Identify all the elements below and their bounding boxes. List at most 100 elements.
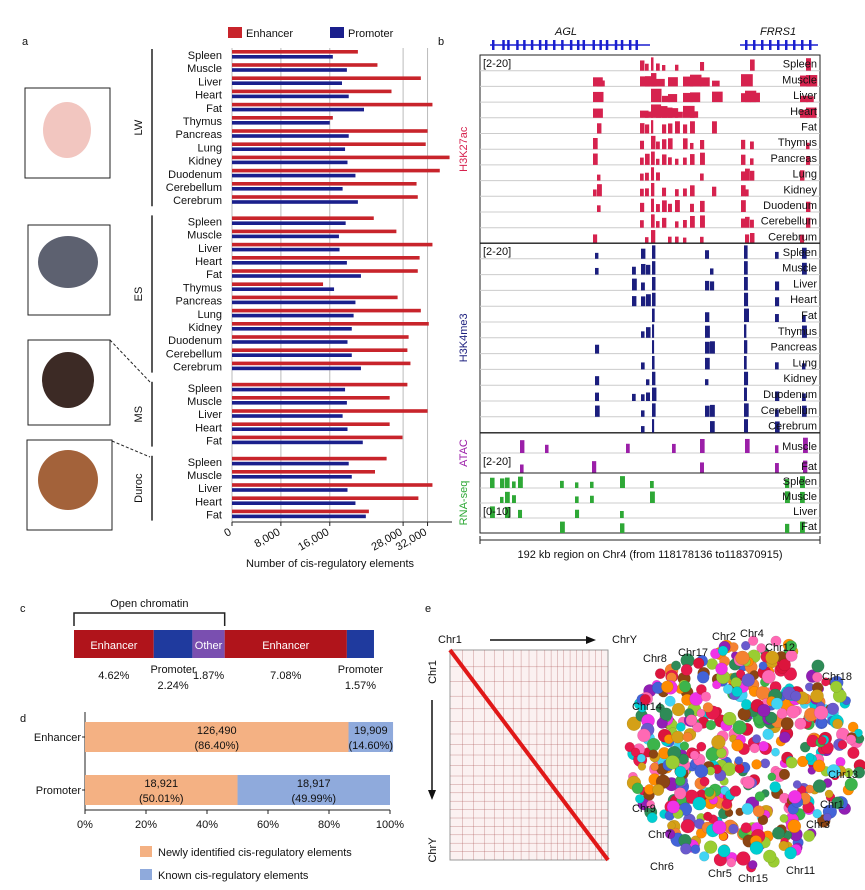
chromatin-bead [751,759,762,770]
chromatin-bead [693,657,705,669]
chromatin-bead [659,707,673,721]
panel-label: a [22,36,29,48]
exon [628,40,632,50]
bracket-label: Open chromatin [110,598,188,610]
bar [232,94,349,99]
segment-name: Promoter [338,664,384,676]
sample-label: Heart [790,294,817,306]
bar [232,168,440,173]
chromatin-bead [639,694,651,705]
chromatin-bead [735,650,750,666]
track-name: H3K4me3 [458,313,470,362]
bar [232,187,343,191]
bar [232,409,428,413]
signal-peak [690,111,699,118]
signal-peak [675,200,680,212]
segment [346,630,374,658]
signal-peak [705,280,710,291]
bar [232,274,361,278]
signal-peak [700,200,705,212]
chromosome-label: Chr6 [650,861,674,873]
category-label: Enhancer [34,732,81,744]
chromatin-bead [731,739,744,752]
signal-peak [690,121,695,134]
sample-label: Muscle [782,74,817,86]
exon [561,40,564,50]
signal-peak [744,371,749,386]
bar [232,361,411,366]
bar [232,173,356,178]
chromatin-bead [731,686,743,698]
chromatin-bead [785,649,798,662]
signal-peak [652,340,655,354]
chromatin-bead [696,708,706,718]
pig-lw [43,102,91,158]
signal-peak [518,476,523,488]
signal-peak [592,461,597,473]
bar [232,247,340,252]
bar [232,353,352,357]
signal-peak [710,268,714,275]
signal-peak [620,476,625,488]
signal-peak [640,140,645,150]
signal-peak [744,276,748,291]
signal-peak [593,137,598,150]
signal-peak [650,491,655,503]
category-label: Muscle [187,63,222,75]
signal-peak [710,421,715,433]
chromatin-bead [741,673,755,687]
bar [232,514,366,519]
signal-peak [710,341,715,354]
signal-peak [641,410,645,417]
exon [605,40,609,50]
signal-peak [806,142,810,150]
chromatin-bead [812,779,827,793]
chromatin-bead [715,662,728,676]
chromatin-bead [826,702,840,716]
signal-peak [675,236,679,244]
exon [492,40,495,50]
exon [592,40,595,50]
chromatin-bead [636,753,646,763]
pig-ms [42,352,94,408]
sample-label: Cerebellum [761,405,817,417]
signal-peak [683,188,687,197]
bar [232,63,378,67]
signal-peak [652,308,655,322]
segment-value: 4.62% [98,670,129,682]
signal-peak [668,123,673,134]
signal-peak [745,168,750,181]
chromatin-bead [805,752,815,762]
group-label: LW [133,119,145,135]
signal-peak [645,237,649,244]
chromatin-bead [771,747,780,757]
track-name: ATAC [458,439,470,467]
segment-name: Promoter [150,664,196,676]
category-label: Muscle [187,396,222,408]
group-label: MS [133,406,145,423]
bar [232,475,352,479]
panel-label: b [438,36,444,48]
chromatin-bead [695,684,707,695]
chromatin-bead [844,777,858,792]
signal-peak [656,172,660,181]
exon [620,40,624,50]
signal-peak [662,95,670,103]
segment [74,630,154,658]
bar [232,501,356,505]
count-label: 18,921 [144,778,178,790]
signal-peak [712,186,717,197]
exon [544,40,548,50]
value-label: (49.99%) [291,793,336,805]
exon [569,40,573,50]
bar [232,129,428,133]
x-tick-label: 40% [196,819,218,831]
signal-peak [750,219,754,228]
chromatin-bead [740,640,751,651]
bar [232,327,352,331]
chromatin-bead [732,720,747,735]
signal-peak [741,171,746,181]
signal-peak [800,109,810,118]
chromatin-bead [671,730,685,744]
chromatin-bead [699,776,710,787]
